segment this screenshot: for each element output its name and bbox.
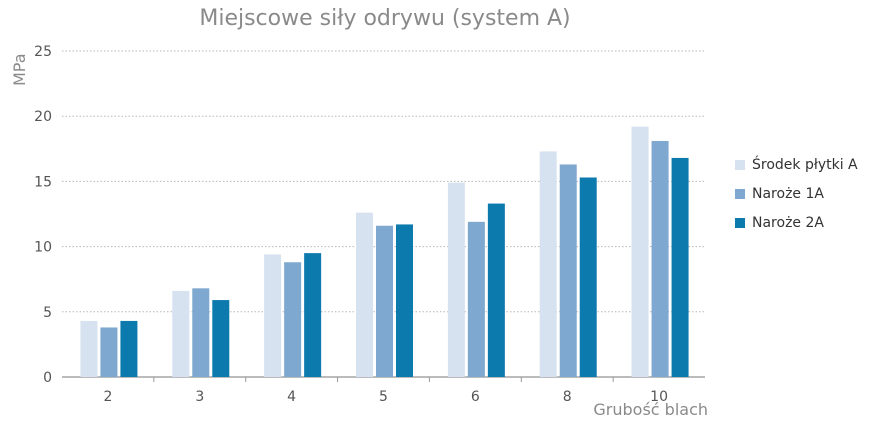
x-axis-label: Grubość blach: [593, 400, 708, 419]
y-tick-label: 0: [43, 370, 52, 386]
y-tick-label: 25: [34, 44, 52, 60]
bar: [447, 182, 465, 377]
bar: [212, 300, 230, 377]
bar: [651, 140, 669, 377]
legend-swatch: [735, 188, 745, 199]
bar: [264, 254, 282, 377]
legend-label: Środek płytki A: [752, 156, 858, 173]
y-tick-label: 10: [34, 240, 52, 256]
bar: [539, 151, 557, 377]
bar: [671, 157, 689, 377]
bar: [100, 327, 118, 377]
x-tick-label: 4: [287, 389, 296, 405]
bar: [304, 253, 322, 377]
bar: [80, 320, 98, 377]
bar: [467, 221, 485, 377]
legend: Środek płytki A Naroże 1A Naroże 2A: [735, 150, 858, 237]
y-tick-label: 5: [43, 305, 52, 321]
legend-item: Naroże 2A: [735, 208, 858, 237]
bar: [376, 225, 393, 377]
bar: [172, 290, 190, 377]
bar: [559, 164, 577, 377]
x-tick-label: 8: [563, 389, 572, 405]
x-tick-label: 10: [650, 389, 668, 405]
x-tick-label: 2: [103, 389, 112, 405]
legend-label: Naroże 2A: [752, 214, 824, 231]
chart-title: Miejscowe siły odrywu (system A): [199, 6, 571, 31]
legend-swatch: [735, 159, 745, 170]
bar: [120, 320, 138, 377]
y-tick-label: 20: [34, 109, 52, 125]
x-tick-label: 6: [471, 389, 480, 405]
x-tick-label: 3: [195, 389, 204, 405]
y-tick-label: 15: [34, 174, 52, 190]
legend-swatch: [735, 217, 745, 228]
legend-item: Środek płytki A: [735, 150, 858, 179]
bar: [396, 224, 413, 377]
bar: [192, 288, 210, 377]
bar: [579, 177, 597, 377]
x-tick-label: 5: [379, 389, 388, 405]
bar: [356, 212, 373, 377]
bar: [284, 262, 302, 377]
legend-label: Naroże 1A: [752, 185, 824, 202]
bar: [487, 203, 505, 377]
bar: [631, 126, 649, 377]
legend-item: Naroże 1A: [735, 179, 858, 208]
